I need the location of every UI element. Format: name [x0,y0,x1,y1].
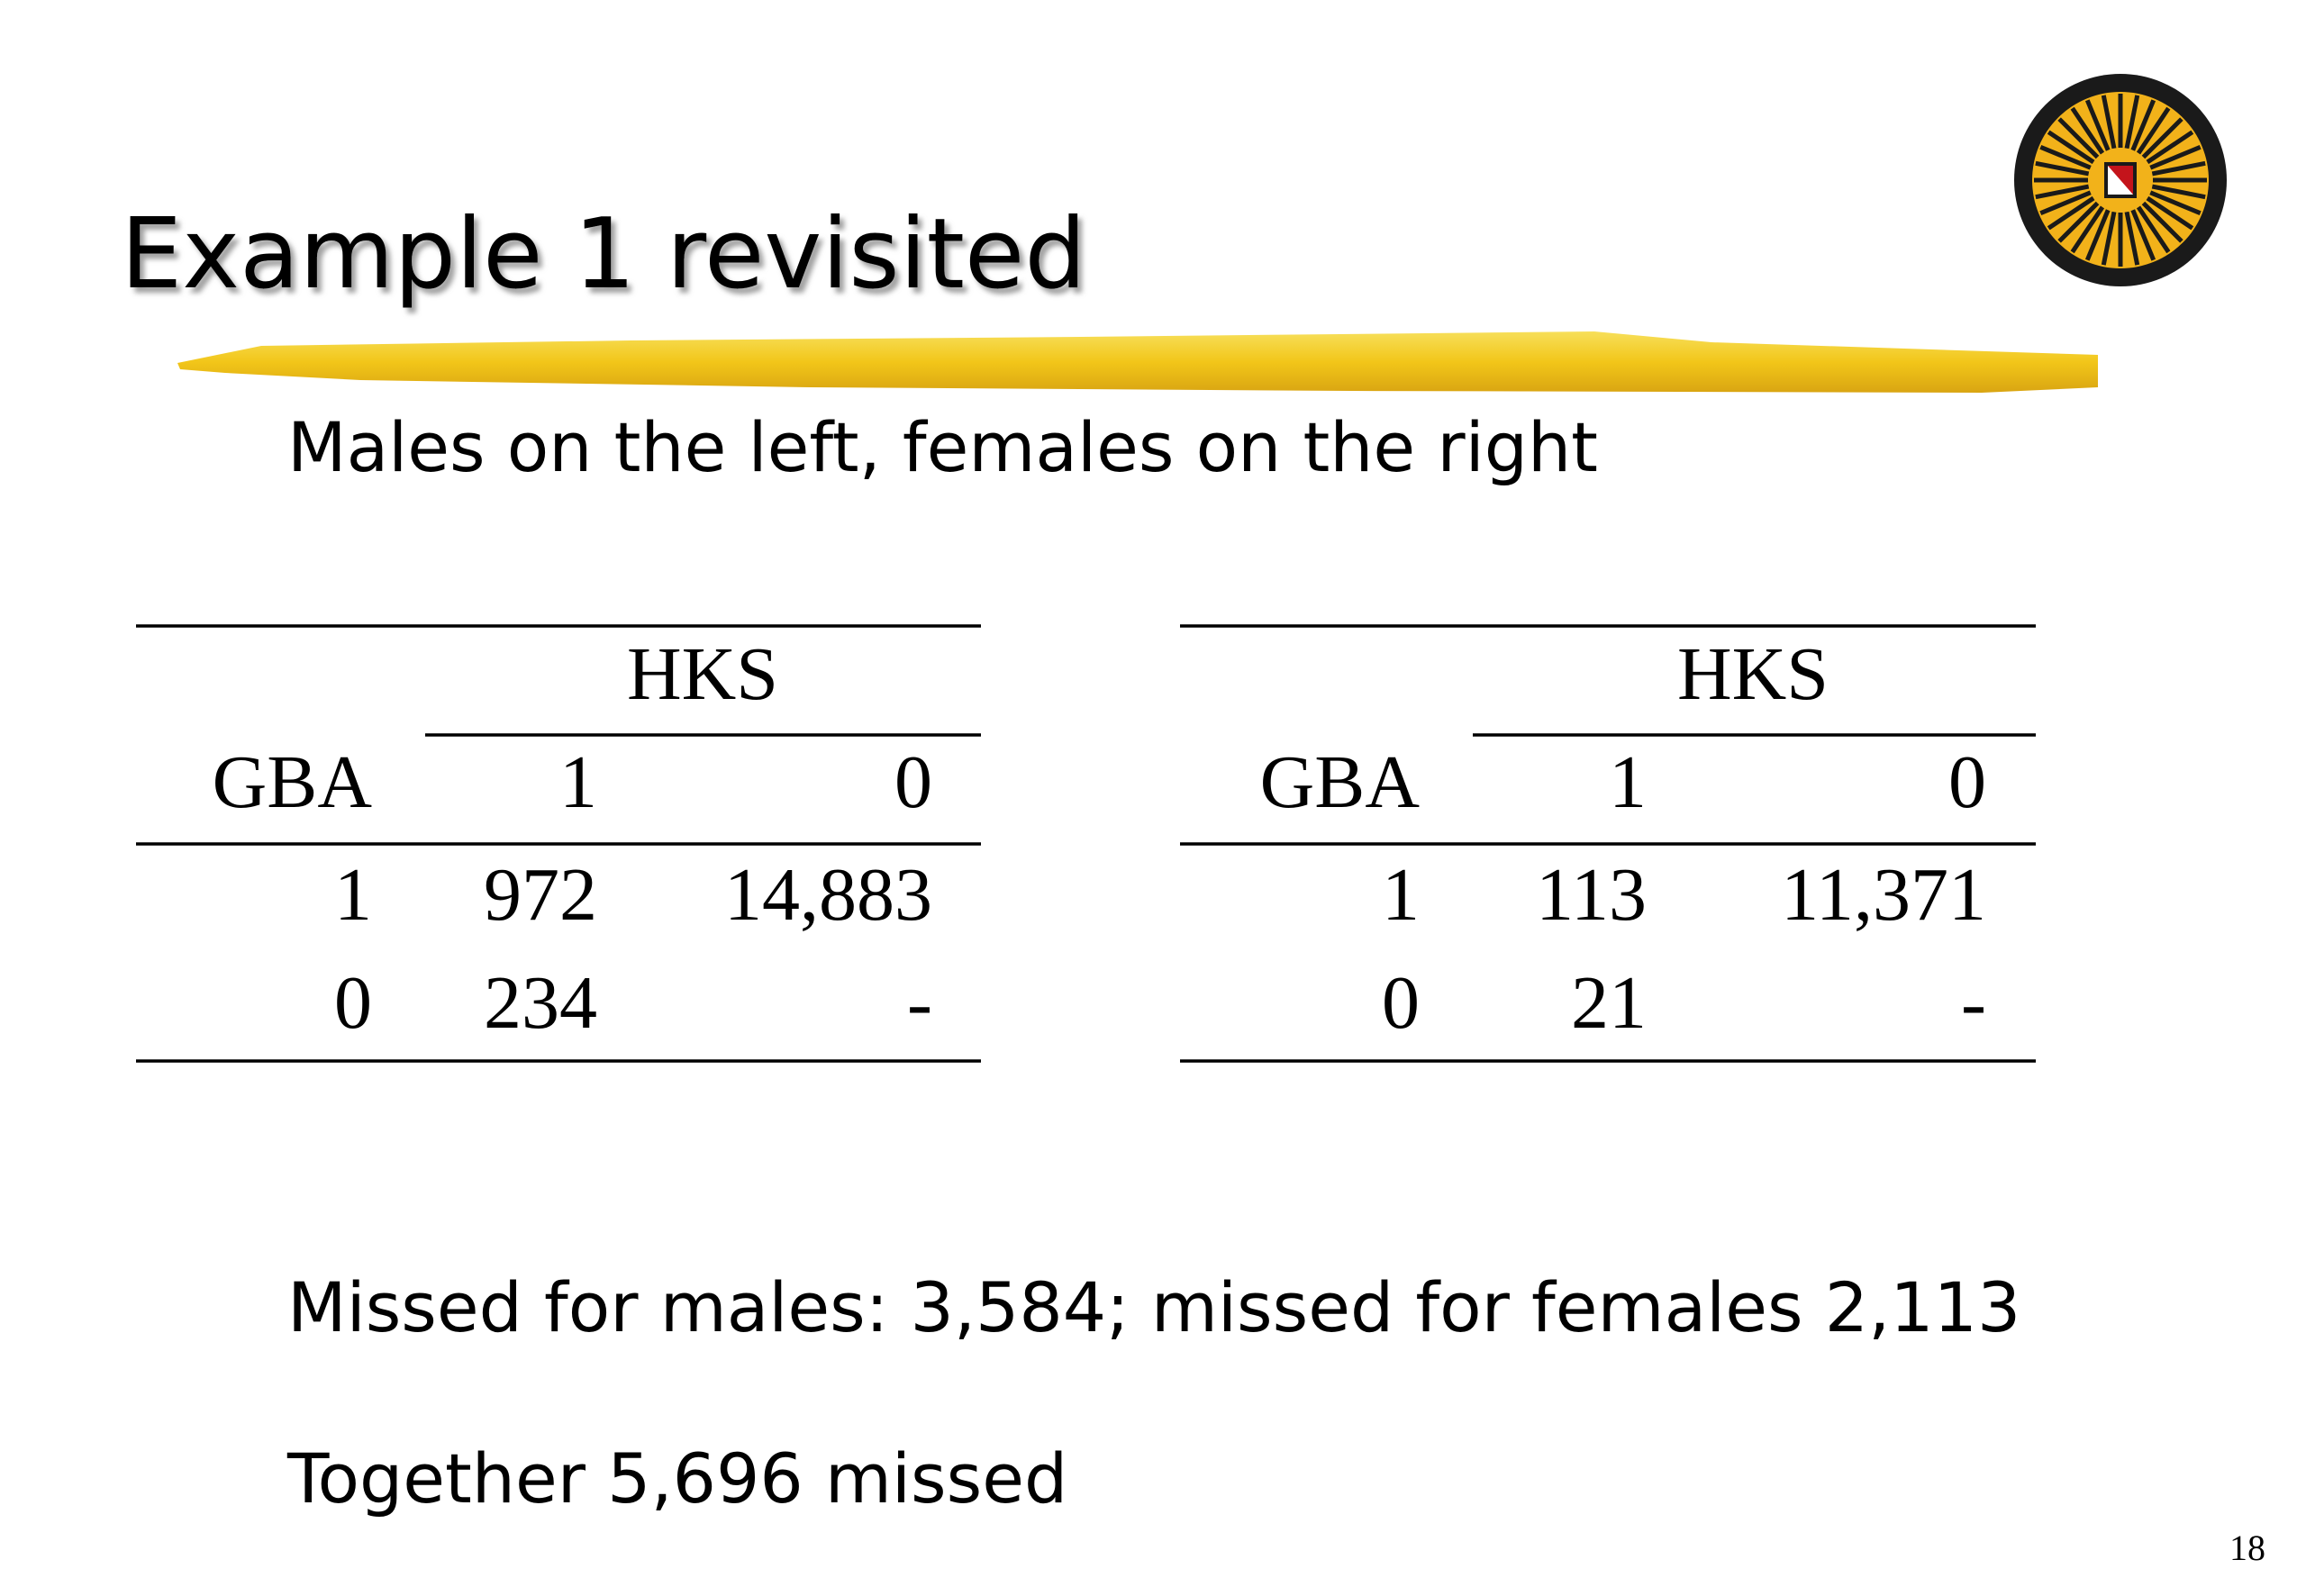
column-header: 0 [1948,740,1986,824]
note: Together 5,696 missed [286,1438,1067,1519]
table-cell: 11,371 [1781,853,1986,937]
row-header: GBA [213,740,373,824]
table-cell: 113 [1536,853,1647,937]
table-cell: 1 [334,853,372,937]
column-header: 1 [559,740,597,824]
page-number: 18 [2229,1528,2265,1568]
column-group-header: HKS [1677,632,1829,716]
column-group-header: HKS [627,632,778,716]
column-header: 1 [1609,740,1647,824]
row-header: GBA [1260,740,1421,824]
subtitle: Males on the left, females on the right [287,407,1598,487]
table-cell: 234 [484,961,597,1045]
table-cell: 14,883 [724,853,932,937]
table-cell: 1 [1382,853,1420,937]
title-underline [177,331,2098,393]
table-cell: - [907,961,932,1045]
note: Missed for males: 3,584; missed for fema… [287,1267,2020,1347]
column-header: 0 [894,740,932,824]
slide-title: Example 1 revisited [121,198,1086,311]
table-cell: 972 [484,853,597,937]
tables: HKS GBA 1 0 1 972 14,883 0 234 - HKS GBA 1 0 1 113 11,37… [136,624,2036,1063]
table-cell: - [1961,961,1986,1045]
table-cell: 0 [1382,961,1420,1045]
table-cell: 21 [1571,961,1647,1045]
logo [2014,74,2227,286]
table-cell: 0 [334,961,372,1045]
